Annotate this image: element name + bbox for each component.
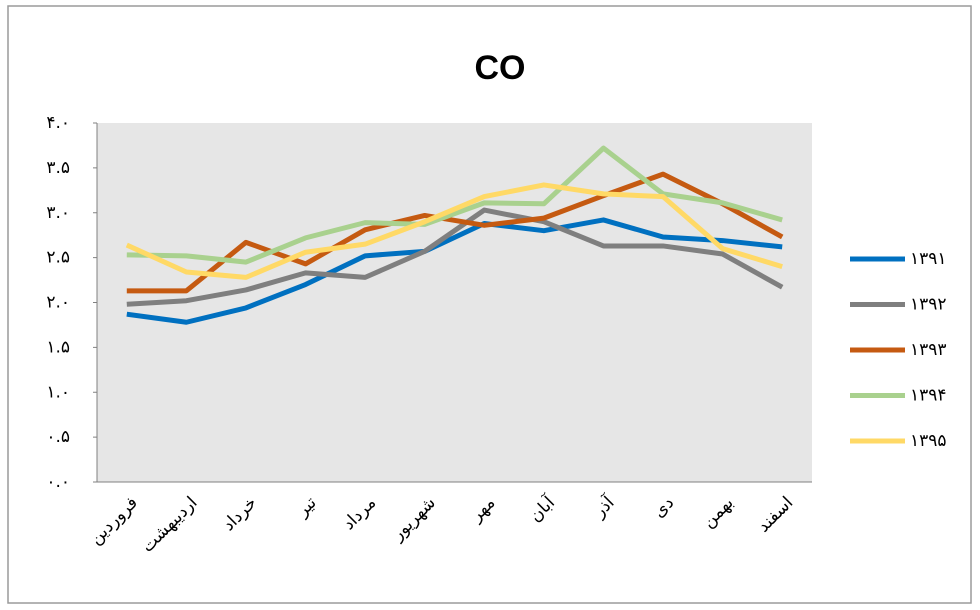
y-tick-label: ۳.۰ (46, 203, 70, 223)
y-tick-label: ۱.۵ (46, 337, 70, 357)
chart-title: CO (475, 49, 526, 87)
series-line (126, 171, 784, 294)
legend-label: ۱۳۹۴ (910, 386, 947, 406)
plot-area (97, 123, 812, 482)
y-tick-label: ۴.۰ (46, 113, 70, 133)
series-line (126, 217, 783, 325)
legend-label: ۱۳۹۳ (910, 340, 947, 360)
legend-label: ۱۳۹۱ (910, 249, 947, 269)
series-line (126, 207, 784, 307)
series-line (126, 145, 783, 265)
y-tick-label: ۱.۰ (46, 382, 70, 402)
y-tick-label: ۰.۰ (46, 472, 70, 492)
series-line (125, 182, 783, 280)
y-tick-label: ۲.۰ (46, 293, 70, 313)
legend-label: ۱۳۹۲ (910, 295, 947, 315)
y-tick-label: ۲.۵ (46, 248, 70, 268)
y-tick-label: ۰.۵ (46, 427, 70, 447)
y-tick-label: ۳.۵ (46, 158, 70, 178)
legend-label: ۱۳۹۵ (910, 431, 947, 451)
